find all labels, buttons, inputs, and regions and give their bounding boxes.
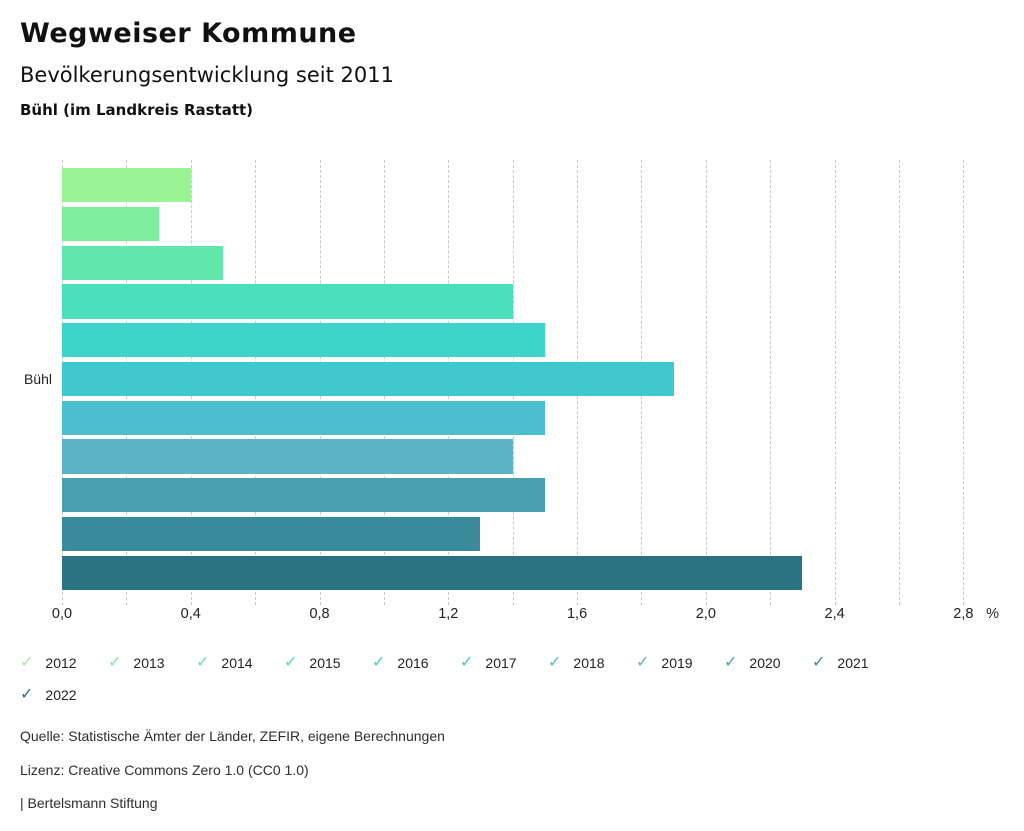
x-tick-label: 0,4 bbox=[180, 606, 201, 622]
bar-2020[interactable] bbox=[62, 478, 545, 513]
bar-row bbox=[62, 439, 1002, 474]
check-icon: ✓ bbox=[196, 653, 210, 671]
check-icon: ✓ bbox=[724, 653, 738, 671]
bar-row bbox=[62, 517, 1002, 552]
x-axis: % 0,0 0,4 0,8 1,2 1,6 2,0 2,4 2,8 bbox=[52, 606, 1002, 626]
bar-row bbox=[62, 168, 1002, 203]
bar-row bbox=[62, 206, 1002, 241]
bar-2015[interactable] bbox=[62, 284, 513, 319]
bar-2016[interactable] bbox=[62, 323, 545, 358]
bar-2022[interactable] bbox=[62, 555, 803, 590]
gridline bbox=[770, 160, 772, 605]
check-icon: ✓ bbox=[108, 653, 122, 671]
gridline bbox=[705, 160, 707, 605]
legend-label: 2014 bbox=[221, 654, 253, 671]
bar-row bbox=[62, 245, 1002, 280]
header: Wegweiser Kommune Bevölkerungsentwicklun… bbox=[20, 18, 394, 119]
footer-attribution: | Bertelsmann Stiftung bbox=[20, 795, 158, 811]
bar-2019[interactable] bbox=[62, 439, 513, 474]
y-axis-group-label: Bühl bbox=[23, 371, 52, 387]
bar-2014[interactable] bbox=[62, 245, 223, 280]
legend-label: 2022 bbox=[45, 686, 77, 703]
x-tick-label: 2,0 bbox=[695, 606, 716, 622]
legend-label: 2016 bbox=[397, 654, 429, 671]
page-title: Wegweiser Kommune bbox=[20, 18, 357, 49]
legend: ✓ 2012 ✓ 2013 ✓ 2014 ✓ 2015 ✓ 2016 ✓ 2017 ✓ 2018 ✓ 2019… bbox=[20, 652, 920, 705]
footer-source: Quelle: Statistische Ämter der Länder, Z… bbox=[20, 728, 445, 744]
footer-license: Lizenz: Creative Commons Zero 1.0 (CC0 1… bbox=[20, 761, 309, 778]
legend-item-2013[interactable]: ✓ 2013 bbox=[108, 652, 196, 673]
check-icon: ✓ bbox=[548, 653, 562, 671]
legend-label: 2020 bbox=[749, 654, 781, 671]
bar-row bbox=[62, 323, 1002, 358]
legend-item-2020[interactable]: ✓ 2020 bbox=[724, 652, 812, 673]
x-axis-unit-label: % bbox=[986, 606, 1000, 622]
bar-2018[interactable] bbox=[62, 400, 545, 435]
legend-item-2012[interactable]: ✓ 2012 bbox=[20, 652, 108, 673]
bar-row bbox=[62, 478, 1002, 513]
gridline bbox=[963, 160, 965, 605]
legend-label: 2015 bbox=[309, 654, 341, 671]
gridline bbox=[834, 160, 836, 605]
footer: Quelle: Statistische Ämter der Länder, Z… bbox=[20, 728, 445, 829]
check-icon: ✓ bbox=[812, 653, 826, 671]
legend-item-2017[interactable]: ✓ 2017 bbox=[460, 652, 548, 673]
bar-row bbox=[62, 361, 1002, 397]
check-icon: ✓ bbox=[20, 653, 34, 671]
bar-2017[interactable] bbox=[62, 361, 674, 397]
check-icon: ✓ bbox=[284, 653, 298, 671]
legend-label: 2012 bbox=[45, 654, 77, 671]
bar-row bbox=[62, 400, 1002, 435]
bar-2013[interactable] bbox=[62, 206, 159, 241]
x-tick-label: 1,6 bbox=[566, 606, 588, 622]
bar-2021[interactable] bbox=[62, 517, 481, 552]
check-icon: ✓ bbox=[636, 653, 650, 671]
legend-label: 2017 bbox=[485, 654, 517, 671]
gridline bbox=[898, 160, 900, 605]
bar-row bbox=[62, 555, 1002, 590]
x-tick-label: 0,8 bbox=[309, 606, 330, 622]
legend-item-2018[interactable]: ✓ 2018 bbox=[548, 652, 636, 673]
x-tick-label: 1,2 bbox=[438, 606, 459, 622]
bars-container bbox=[62, 168, 1002, 590]
check-icon: ✓ bbox=[20, 685, 34, 703]
legend-item-2019[interactable]: ✓ 2019 bbox=[636, 652, 724, 673]
legend-item-2015[interactable]: ✓ 2015 bbox=[284, 652, 372, 673]
legend-label: 2019 bbox=[661, 654, 693, 671]
chart-location: Bühl (im Landkreis Rastatt) bbox=[20, 101, 254, 119]
legend-item-2021[interactable]: ✓ 2021 bbox=[812, 652, 900, 673]
legend-label: 2013 bbox=[133, 654, 165, 671]
legend-item-2016[interactable]: ✓ 2016 bbox=[372, 652, 460, 673]
x-tick-label: 2,8 bbox=[953, 606, 974, 622]
legend-label: 2021 bbox=[837, 654, 869, 671]
legend-item-2022[interactable]: ✓ 2022 bbox=[20, 684, 108, 705]
check-icon: ✓ bbox=[372, 653, 386, 671]
x-tick-label: 0,0 bbox=[51, 606, 73, 622]
bar-2012[interactable] bbox=[62, 168, 191, 203]
legend-label: 2018 bbox=[573, 654, 605, 671]
bar-chart-plot: Bühl % 0,0 0,4 0,8 1,2 1,6 2,0 2,4 2,8 bbox=[24, 160, 1002, 622]
legend-item-2014[interactable]: ✓ 2014 bbox=[196, 652, 284, 673]
x-tick-label: 2,4 bbox=[824, 606, 845, 622]
chart-subtitle: Bevölkerungsentwicklung seit 2011 bbox=[20, 63, 394, 87]
check-icon: ✓ bbox=[460, 653, 474, 671]
bar-row bbox=[62, 284, 1002, 319]
